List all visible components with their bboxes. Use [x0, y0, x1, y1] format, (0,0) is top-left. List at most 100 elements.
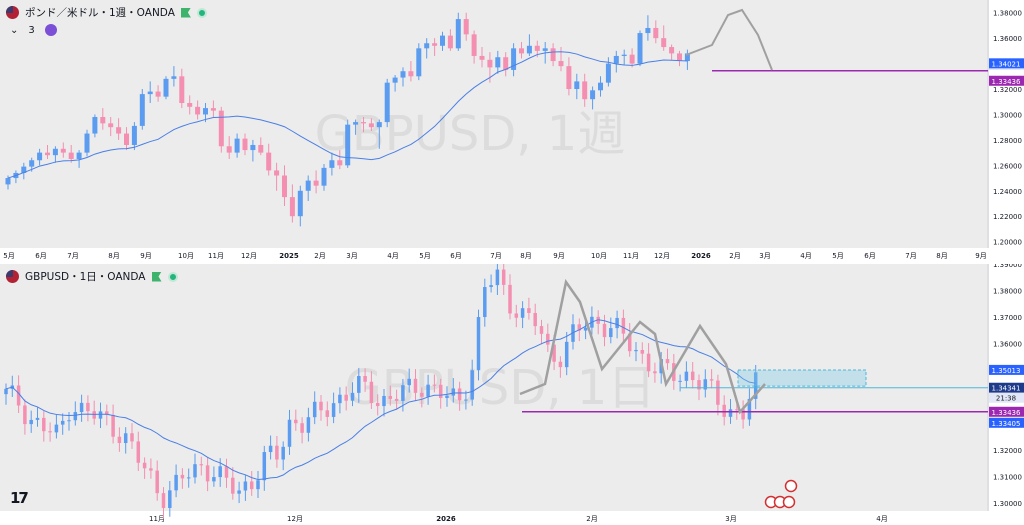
daily-candle-body — [123, 433, 128, 444]
daily-candle-body — [420, 392, 424, 397]
weekly-candle-body — [669, 47, 675, 54]
weekly-candle-body — [226, 146, 232, 153]
daily-candle-body — [388, 395, 393, 399]
daily-candle-body — [697, 380, 701, 390]
weekly-candle-body — [305, 180, 311, 191]
weekly-x-tick: 5月 — [3, 252, 14, 260]
weekly-candle-body — [621, 54, 627, 56]
weekly-x-tick: 11月 — [208, 252, 224, 260]
daily-candle-body — [690, 371, 695, 381]
live-status-icon — [167, 271, 178, 282]
daily-x-tick: 2月 — [586, 515, 597, 523]
daily-candle-body — [369, 381, 374, 403]
weekly-x-tick: 3月 — [346, 252, 357, 260]
weekly-candle-body — [534, 45, 540, 51]
weekly-x-tick: 2月 — [314, 252, 325, 260]
market-open-icon — [151, 271, 162, 282]
daily-candle-body — [218, 466, 222, 478]
weekly-candle-body — [289, 197, 295, 217]
daily-x-tick: 12月 — [287, 515, 303, 523]
weekly-candle-body — [416, 48, 422, 77]
weekly-candle-body — [487, 59, 493, 68]
weekly-line-price-label: 1.33436 — [992, 78, 1021, 86]
daily-zone-top-label-bg — [989, 364, 1024, 375]
weekly-y-tick: 1.32000 — [993, 86, 1022, 94]
weekly-candle-body — [653, 27, 659, 39]
daily-candle-body — [105, 411, 109, 415]
daily-candle-body — [268, 445, 273, 453]
weekly-candle-body — [511, 48, 517, 70]
weekly-candle-body — [582, 81, 588, 100]
daily-candle-body — [735, 409, 739, 411]
weekly-candle-body — [321, 167, 327, 186]
weekly-candle-body — [495, 57, 501, 68]
daily-time-axis — [0, 511, 989, 525]
daily-legend: GBPUSD・1日・OANDA — [6, 269, 178, 284]
weekly-candle-body — [471, 34, 477, 56]
weekly-candle-body — [400, 71, 406, 78]
weekly-candle-body — [463, 19, 469, 35]
daily-line-price-label: 1.33436 — [992, 409, 1021, 417]
weekly-x-tick: 12月 — [654, 252, 670, 260]
weekly-x-tick: 8月 — [108, 252, 119, 260]
indicator-toggle[interactable]: ⌄ 3 — [10, 24, 57, 36]
weekly-candle-body — [250, 144, 256, 151]
daily-candle-body — [35, 417, 40, 420]
weekly-candle-body — [432, 43, 438, 46]
daily-candle-body — [577, 324, 582, 331]
daily-candle-body — [117, 436, 122, 444]
weekly-x-tick: 5月 — [419, 252, 430, 260]
weekly-last-price-bg — [989, 58, 1024, 69]
daily-chart-canvas[interactable]: GBPUSD, 1日 1.39000 1.38000 1.37000 1.36000 1.… — [0, 264, 1024, 525]
daily-candle-body — [142, 462, 147, 469]
daily-x-tick: 11月 — [149, 515, 165, 523]
weekly-candle-body — [376, 122, 382, 128]
indicator-icon[interactable] — [44, 24, 57, 36]
weekly-legend: ポンド／米ドル・1週・OANDA — [6, 5, 207, 20]
daily-candle-body — [615, 317, 619, 329]
daily-candle-body — [684, 371, 689, 381]
daily-candle-body — [747, 398, 752, 420]
daily-title: GBPUSD・1日・OANDA — [25, 271, 146, 283]
weekly-candle-body — [187, 103, 193, 107]
weekly-candle-body — [179, 76, 185, 104]
daily-candle-body — [552, 344, 556, 362]
daily-candle-body — [243, 481, 248, 491]
chevron-down-icon[interactable]: ⌄ — [10, 24, 19, 36]
daily-candle-body — [722, 404, 726, 417]
weekly-y-tick: 1.22000 — [993, 213, 1022, 221]
daily-chart-panel[interactable]: GBPUSD, 1日 1.39000 1.38000 1.37000 1.36000 1.… — [0, 264, 1024, 525]
daily-candle-body — [483, 287, 487, 318]
weekly-chart-panel[interactable]: GBPUSD, 1週1.380001.360001.340001.320001.… — [0, 0, 1024, 263]
daily-candle-body — [558, 361, 563, 368]
daily-y-tick: 1.39000 — [993, 264, 1022, 269]
tradingview-logo-icon[interactable]: 17 — [10, 489, 29, 507]
weekly-last-price-label: 1.34021 — [992, 60, 1021, 68]
weekly-x-tick: 3月 — [759, 252, 770, 260]
daily-x-tick: 3月 — [725, 515, 736, 523]
weekly-chart-canvas[interactable]: GBPUSD, 1週1.380001.360001.340001.320001.… — [0, 0, 1024, 263]
weekly-candle-body — [645, 27, 651, 34]
weekly-x-tick: 6月 — [864, 252, 875, 260]
daily-candle-body — [527, 308, 531, 313]
weekly-y-tick: 1.30000 — [993, 111, 1022, 119]
daily-candle-body — [621, 317, 626, 334]
weekly-candle-body — [163, 78, 169, 97]
daily-candle-body — [205, 465, 210, 482]
daily-candle-body — [609, 328, 613, 338]
daily-y-tick: 1.36000 — [993, 341, 1022, 349]
weekly-y-tick: 1.24000 — [993, 188, 1022, 196]
daily-candle-body — [300, 423, 304, 433]
weekly-x-tick: 9月 — [553, 252, 564, 260]
weekly-candle-body — [440, 35, 445, 46]
weekly-watermark: GBPUSD, 1週 — [315, 106, 626, 162]
daily-y-tick: 1.37000 — [993, 314, 1022, 322]
weekly-candle-body — [100, 117, 106, 124]
weekly-candle-body — [353, 122, 359, 125]
daily-candle-body — [98, 411, 103, 419]
daily-candle-body — [287, 419, 292, 447]
daily-candle-body — [602, 323, 607, 338]
daily-candle-body — [401, 385, 405, 401]
weekly-candle-body — [274, 170, 280, 176]
weekly-price-axis — [989, 0, 1024, 263]
